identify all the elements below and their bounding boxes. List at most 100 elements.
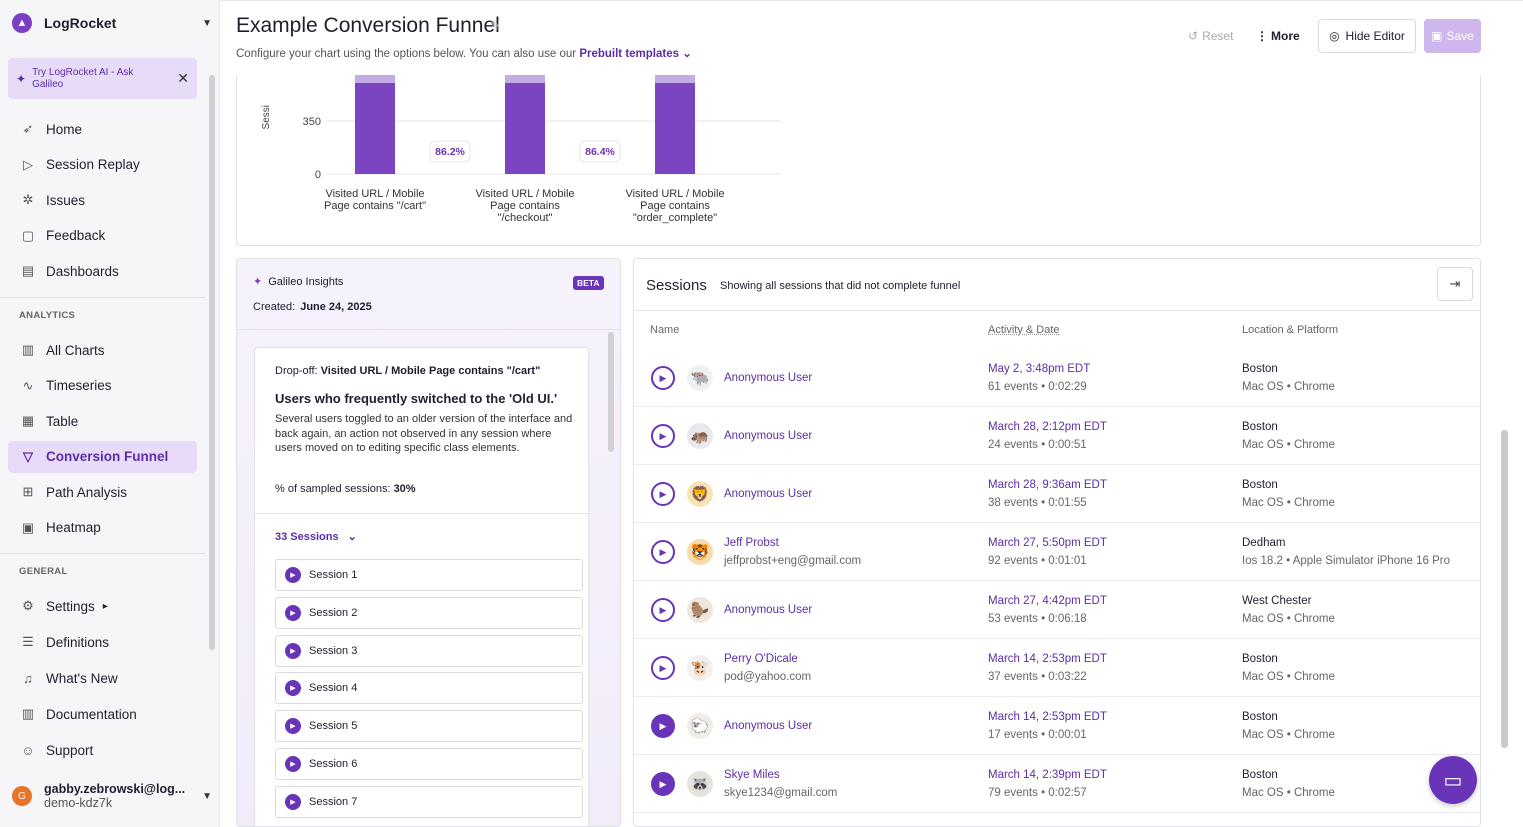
- pct-value: 30%: [393, 483, 416, 495]
- play-icon: ▶: [285, 680, 301, 697]
- sidebar-item-support[interactable]: ☺ Support: [8, 734, 197, 766]
- sidebar-item-dashboards[interactable]: ▤ Dashboards: [8, 255, 197, 287]
- sidebar-item-all-charts[interactable]: ▥ All Charts: [8, 334, 197, 366]
- dropoff-step: Visited URL / Mobile Page contains "/car…: [320, 365, 541, 377]
- x-category-label: Visited URL / Mobile: [625, 188, 724, 200]
- bar-chart-icon: ▥: [21, 342, 35, 357]
- reset-button[interactable]: ↺ Reset: [1188, 19, 1233, 53]
- user-name-link[interactable]: Anonymous User: [724, 372, 813, 384]
- play-icon: ▶: [285, 793, 301, 810]
- export-button[interactable]: ⇥: [1437, 267, 1473, 301]
- sessions-title: Sessions: [646, 277, 707, 294]
- table-row[interactable]: ▶ 🐑 Anonymous User March 14, 2:53pm EDT 17 e…: [634, 697, 1480, 755]
- table-row[interactable]: ▶ 🦛 Anonymous User March 28, 2:12pm EDT 24 e…: [634, 407, 1480, 465]
- sidebar-item-timeseries[interactable]: ∿ Timeseries: [8, 370, 197, 402]
- user-name-link[interactable]: Anonymous User: [724, 430, 813, 442]
- column-header-name: Name: [650, 324, 680, 336]
- sessions-panel: Sessions Showing all sessions that did n…: [633, 258, 1481, 827]
- table-row[interactable]: ▶ 🐮 Perry O'Dicale pod@yahoo.com March 14, 2…: [634, 639, 1480, 697]
- insight-session-button[interactable]: ▶ Session 4: [275, 672, 583, 705]
- sidebar-item-table[interactable]: ▦ Table: [8, 405, 197, 437]
- subtitle-text: Configure your chart using the options b…: [236, 48, 577, 60]
- org-name: LogRocket: [44, 15, 117, 31]
- sidebar-item-session-replay[interactable]: ▷ Session Replay: [8, 149, 197, 181]
- play-button[interactable]: ▶: [651, 366, 675, 390]
- sidebar-scrollbar[interactable]: [209, 75, 215, 650]
- definitions-icon: ☰: [22, 634, 34, 649]
- insight-session-button[interactable]: ▶ Session 2: [275, 596, 583, 629]
- session-location: Boston: [1242, 421, 1278, 433]
- org-switcher[interactable]: ▲ LogRocket ▼: [12, 12, 212, 34]
- insight-session-button[interactable]: ▶ Session 3: [275, 634, 583, 667]
- sidebar-item-heatmap[interactable]: ▣ Heatmap: [8, 512, 197, 544]
- sidebar-item-label: Home: [46, 121, 83, 137]
- reset-icon: ↺: [1188, 29, 1199, 43]
- session-location: Boston: [1242, 653, 1278, 665]
- conversion-rate-label: 86.4%: [585, 146, 615, 158]
- sidebar-item-conversion-funnel[interactable]: ▽ Conversion Funnel: [8, 440, 197, 473]
- column-header-date[interactable]: Activity & Date: [988, 324, 1060, 336]
- reset-label: Reset: [1202, 29, 1234, 43]
- sidebar-item-documentation[interactable]: ▥ Documentation: [8, 698, 197, 730]
- pencil-icon[interactable]: ✎: [490, 18, 501, 33]
- play-button[interactable]: ▶: [651, 714, 675, 738]
- session-platform: Mac OS • Chrome: [1242, 613, 1335, 625]
- play-button[interactable]: ▶: [651, 772, 675, 796]
- table-row[interactable]: ▶ 🦝 Skye Miles skye1234@gmail.com March 14, …: [634, 755, 1480, 813]
- sessions-toggle[interactable]: 33 Sessions ⌄: [275, 530, 357, 543]
- sidebar-item-label: Support: [46, 742, 94, 758]
- sidebar-item-issues[interactable]: ✲ Issues: [8, 184, 197, 216]
- play-button[interactable]: ▶: [651, 482, 675, 506]
- ai-banner[interactable]: ✦ Try LogRocket AI - Ask Galileo ✕: [8, 58, 197, 99]
- table-icon: ▦: [21, 413, 35, 428]
- save-button[interactable]: ▣ Save: [1424, 19, 1481, 53]
- table-row[interactable]: ▶ 🐃 Anonymous User May 2, 3:48pm EDT 61 even…: [634, 349, 1480, 407]
- chevron-right-icon: ▸: [102, 600, 108, 612]
- insight-session-button[interactable]: ▶ Session 7: [275, 785, 583, 818]
- user-name-link[interactable]: Perry O'Dicale: [724, 653, 798, 665]
- section-label-general: GENERAL: [19, 566, 68, 577]
- user-menu[interactable]: G gabby.zebrowski@log... demo-kdz7k ▼: [12, 780, 212, 812]
- user-name-link[interactable]: Anonymous User: [724, 720, 813, 732]
- project-name: demo-kdz7k: [44, 796, 113, 810]
- insight-session-label: Session 4: [309, 682, 358, 695]
- sidebar-item-label: Settings: [46, 598, 95, 614]
- insights-scrollbar[interactable]: [608, 332, 614, 452]
- insight-session-button[interactable]: ▶ Session 1: [275, 559, 583, 591]
- insights-heading: ✦ Galileo Insights: [253, 275, 343, 289]
- sidebar-item-path-analysis[interactable]: ⊞ Path Analysis: [8, 476, 197, 508]
- sidebar-item-settings[interactable]: ⚙ Settings ▸: [8, 590, 197, 622]
- play-button[interactable]: ▶: [651, 424, 675, 448]
- sidebar-item-home[interactable]: ➶ Home: [8, 113, 197, 145]
- play-button[interactable]: ▶: [651, 540, 675, 564]
- insight-session-button[interactable]: ▶ Session 6: [275, 748, 583, 780]
- user-name-link[interactable]: Jeff Probst: [724, 537, 779, 549]
- hide-editor-button[interactable]: ◎ Hide Editor: [1318, 19, 1416, 53]
- prebuilt-templates-link[interactable]: Prebuilt templates ⌄: [579, 48, 692, 60]
- user-name-link[interactable]: Skye Miles: [724, 769, 780, 781]
- play-icon: ▶: [285, 718, 301, 735]
- page-scrollbar[interactable]: [1501, 430, 1508, 748]
- play-button[interactable]: ▶: [651, 656, 675, 680]
- more-button[interactable]: ⋮ More: [1256, 19, 1300, 53]
- play-button[interactable]: ▶: [651, 598, 675, 622]
- sidebar-item-definitions[interactable]: ☰ Definitions: [8, 626, 197, 658]
- y-tick-label: 0: [315, 169, 321, 181]
- table-row[interactable]: ▶ 🦫 Anonymous User March 27, 4:42pm EDT 53 e…: [634, 581, 1480, 639]
- play-icon: ▶: [285, 756, 301, 772]
- user-name-link[interactable]: Anonymous User: [724, 604, 813, 616]
- session-date: March 14, 2:39pm EDT: [988, 769, 1107, 781]
- user-name-link[interactable]: Anonymous User: [724, 488, 813, 500]
- table-row[interactable]: ▶ 🐯 Jeff Probst jeffprobst+eng@gmail.com Mar…: [634, 523, 1480, 581]
- sidebar-item-feedback[interactable]: ▢ Feedback: [8, 220, 197, 252]
- top-border: [220, 0, 1523, 1]
- sidebar-item-what-s-new[interactable]: ♫ What's New: [8, 662, 197, 694]
- pct-label: % of sampled sessions:: [275, 483, 391, 495]
- chat-icon: ▢: [21, 227, 35, 243]
- session-date: March 27, 4:42pm EDT: [988, 595, 1107, 607]
- finding-title: Users who frequently switched to the 'Ol…: [275, 391, 558, 406]
- table-row[interactable]: ▶ 🦁 Anonymous User March 28, 9:36am EDT 38 e…: [634, 465, 1480, 523]
- close-icon[interactable]: ✕: [177, 70, 189, 86]
- chat-launcher-button[interactable]: ▭: [1429, 756, 1477, 804]
- insight-session-button[interactable]: ▶ Session 5: [275, 710, 583, 743]
